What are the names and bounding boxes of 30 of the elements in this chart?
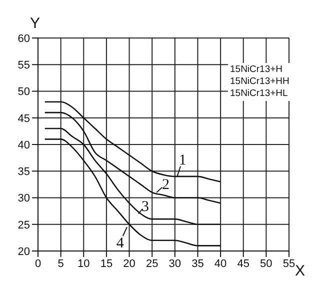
x-axis-title: X [295,262,306,280]
x-tick-label: 20 [123,258,136,270]
y-tick-label: 45 [18,112,30,125]
y-tick-label: 60 [18,32,30,45]
x-tick-label: 40 [214,258,227,270]
x-tick-label: 55 [282,258,296,270]
annotation: 2 [162,177,170,194]
annotation: 15NiCr13+H [230,64,284,76]
y-tick-label: 35 [18,166,30,178]
y-tick-label: 30 [18,192,30,205]
y-tick-label: 25 [18,219,30,232]
x-tick-label: 0 [34,258,42,270]
y-tick-label: 20 [18,246,30,258]
x-tick-label: 30 [168,258,182,270]
x-tick-label: 15 [100,258,113,270]
annotation: 15NiCr13+HH [230,76,290,88]
x-tick-label: 10 [78,258,90,270]
x-tick-label: 50 [260,258,272,270]
y-axis-title: Y [30,15,40,32]
x-tick-label: 45 [237,258,250,270]
x-tick-label: 5 [58,258,64,270]
y-tick-label: 50 [18,86,30,98]
annotation: 4 [116,235,124,252]
y-tick-label: 40 [18,139,30,152]
x-tick-label: 35 [192,258,204,270]
x-tick-label: 25 [146,258,158,270]
y-tick-label: 55 [18,60,30,72]
annotation: 1 [178,152,186,169]
annotation: 15NiCr13+HL [230,88,289,100]
annotation: 3 [141,199,149,216]
